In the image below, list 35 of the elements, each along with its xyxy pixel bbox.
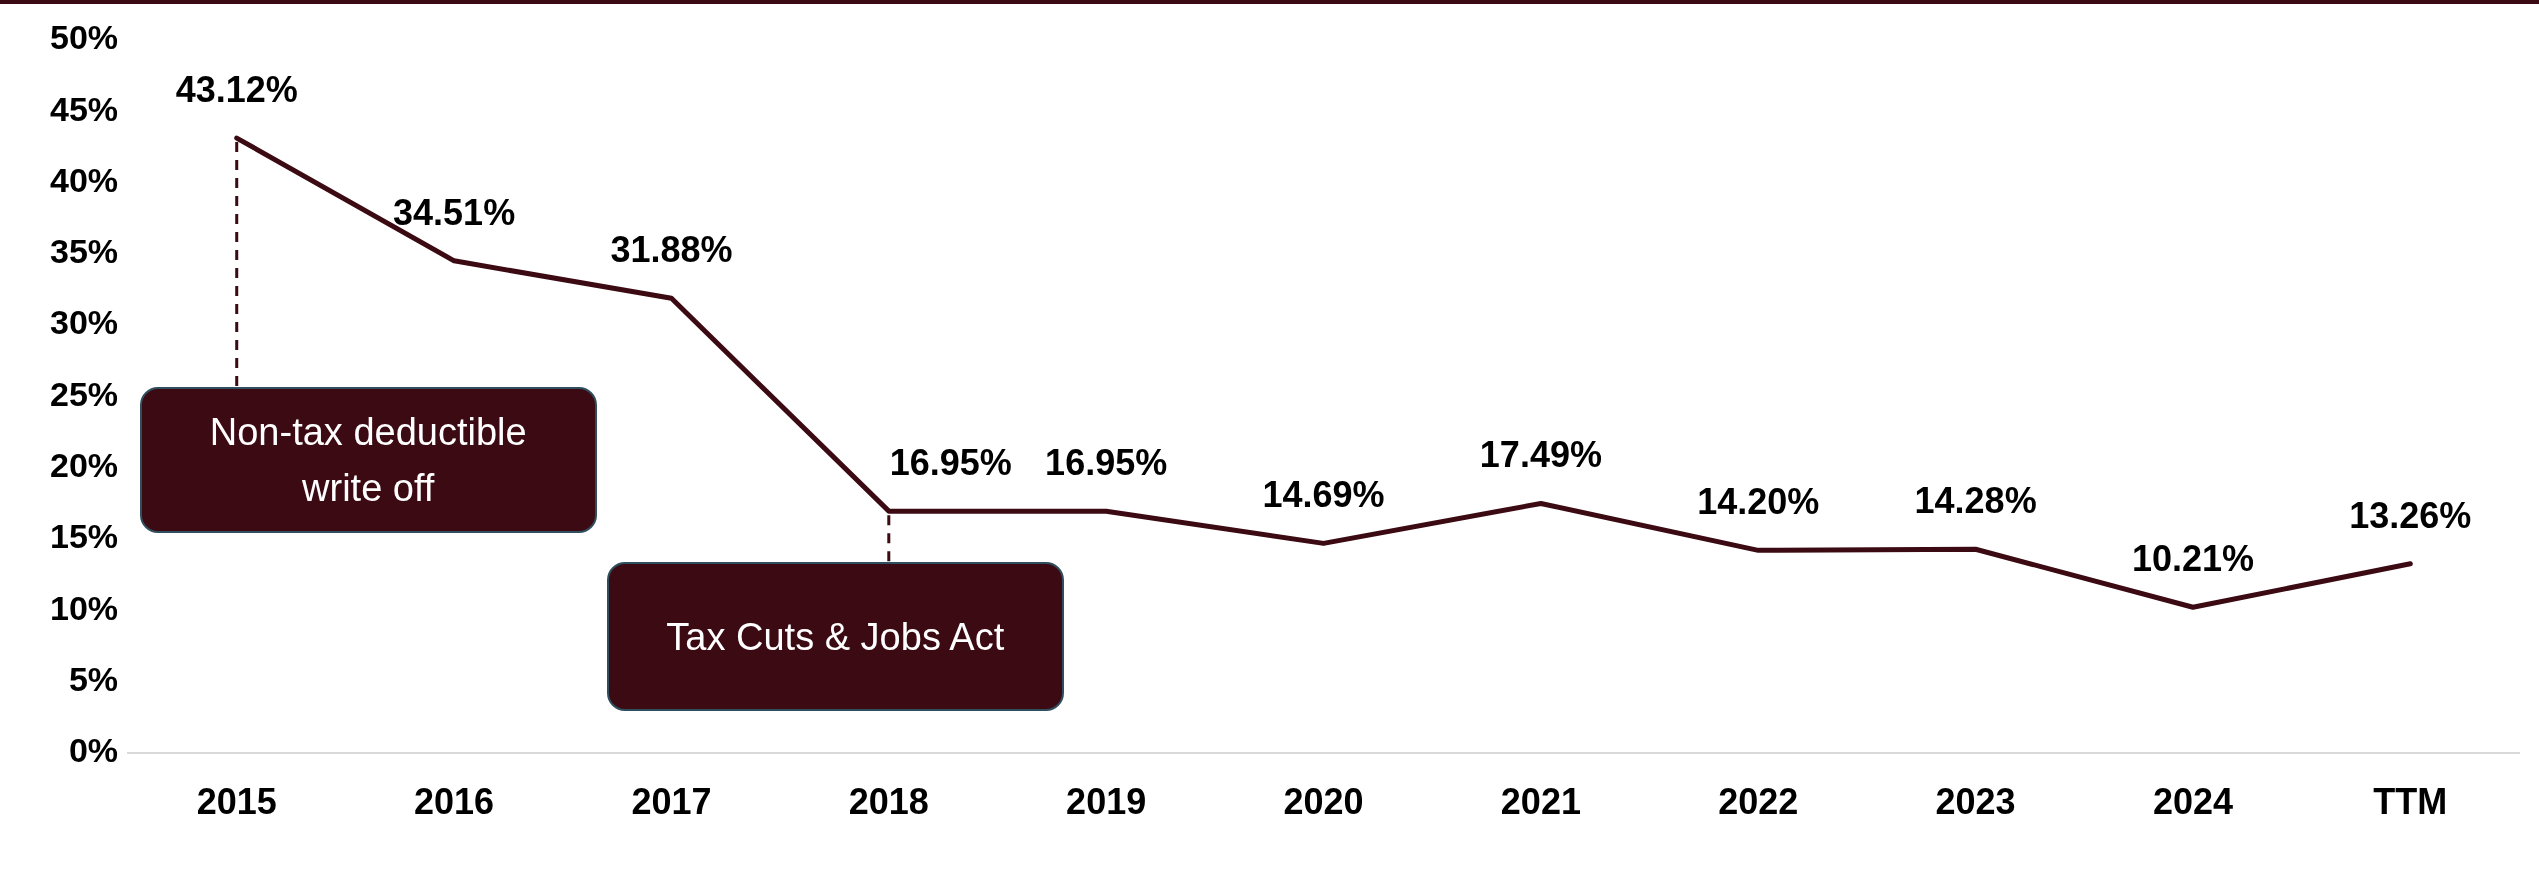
text: 17.49% <box>1479 434 1602 476</box>
y-tick-label: 45% <box>49 89 119 128</box>
text: 34.51% <box>393 191 516 233</box>
text: 10.21% <box>2131 538 2255 580</box>
y-tick-label: 50% <box>49 18 119 57</box>
x-tick-label: 2022 <box>1718 781 1799 823</box>
x-tick-label: 2015 <box>196 781 277 823</box>
text: 16.95% <box>1045 442 1168 484</box>
x-tick-label: 2020 <box>1283 781 1364 823</box>
x-tick-label: 2021 <box>1500 781 1581 823</box>
text: 31.88% <box>610 229 733 271</box>
x-tick-label: 2017 <box>631 781 712 823</box>
x-tick-label: 2016 <box>414 781 495 823</box>
y-tick-label: 40% <box>49 160 119 199</box>
y-tick-label: 30% <box>49 303 119 342</box>
y-tick-label: 20% <box>49 446 119 485</box>
text: 13.26% <box>2349 494 2472 536</box>
text: 14.20% <box>1697 481 1820 523</box>
text: 14.69% <box>1262 474 1385 516</box>
y-tick-label: 25% <box>49 374 119 413</box>
callout: Tax Cuts & Jobs Act <box>606 562 1064 712</box>
text: 16.95% <box>889 442 1012 484</box>
text: 14.28% <box>1914 480 2037 522</box>
text: 43.12% <box>175 69 298 110</box>
y-tick-label: 0% <box>68 731 119 770</box>
y-tick-label: 35% <box>49 232 119 271</box>
callout: Non-tax deductible write off <box>139 387 597 534</box>
x-tick-label: 2018 <box>848 781 929 823</box>
y-tick-label: 10% <box>49 588 119 627</box>
x-tick-label: 2023 <box>1935 781 2016 823</box>
x-tick-label: TTM <box>2373 781 2448 823</box>
y-tick-label: 15% <box>49 517 119 556</box>
y-tick-label: 5% <box>68 659 119 698</box>
x-tick-label: 2024 <box>2152 781 2234 823</box>
x-tick-label: 2019 <box>1066 781 1147 823</box>
